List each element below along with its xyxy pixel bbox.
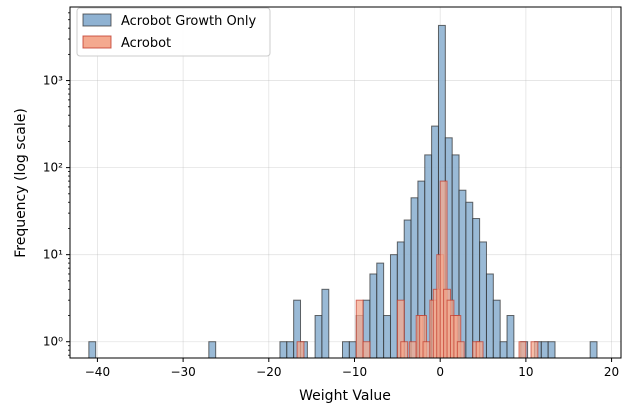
bar-growth-only bbox=[499, 341, 508, 359]
bar-growth-only bbox=[547, 341, 556, 359]
bar-growth-only bbox=[540, 341, 549, 359]
bar-growth-only bbox=[314, 315, 323, 359]
y-tick-label: 10¹ bbox=[43, 248, 63, 262]
legend-box bbox=[76, 7, 271, 57]
bar-growth-only bbox=[342, 341, 350, 359]
bar-acrobot bbox=[362, 341, 371, 359]
x-tick-label: −20 bbox=[256, 365, 281, 379]
x-tick-label: 10 bbox=[518, 365, 533, 379]
y-tick-label: 10² bbox=[43, 161, 63, 175]
bar-growth-only bbox=[88, 341, 97, 359]
bar-acrobot bbox=[475, 341, 484, 359]
legend-label-growth: Acrobot Growth Only bbox=[121, 14, 257, 29]
bar-growth-only bbox=[208, 341, 217, 359]
y-tick-label: 10³ bbox=[43, 74, 63, 88]
plot-area bbox=[70, 7, 621, 358]
bar-growth-only bbox=[479, 241, 487, 359]
bar-growth-only bbox=[321, 288, 330, 359]
bars-group bbox=[88, 24, 598, 359]
bar-growth-only bbox=[286, 341, 295, 359]
bar-acrobot bbox=[530, 341, 539, 359]
bar-growth-only bbox=[485, 273, 494, 359]
x-tick-label: −30 bbox=[170, 365, 195, 379]
bar-growth-only bbox=[383, 315, 391, 359]
x-axis-label: Weight Value bbox=[299, 388, 391, 404]
bar-growth-only bbox=[403, 219, 412, 359]
bar-growth-only bbox=[472, 218, 481, 359]
y-axis-label: Frequency (log scale) bbox=[13, 108, 29, 258]
bar-acrobot bbox=[408, 341, 417, 359]
y-tick-label: 10⁰ bbox=[43, 335, 63, 349]
bar-growth-only bbox=[589, 341, 598, 359]
bar-growth-only bbox=[506, 315, 515, 359]
bar-growth-only bbox=[369, 273, 378, 359]
bar-growth-only bbox=[492, 299, 501, 359]
x-axis: −40 −30 −20 −10 0 10 20 bbox=[85, 358, 619, 379]
bar-acrobot bbox=[296, 341, 305, 359]
legend: Acrobot Growth Only Acrobot bbox=[76, 7, 271, 57]
x-tick-label: 20 bbox=[604, 365, 619, 379]
bar-growth-only bbox=[348, 341, 357, 359]
y-axis: 10⁰ 10¹ 10² 10³ bbox=[43, 12, 70, 356]
bar-growth-only bbox=[279, 341, 288, 359]
x-tick-label: −10 bbox=[342, 365, 367, 379]
bar-acrobot bbox=[422, 341, 431, 359]
bar-growth-only bbox=[389, 254, 398, 359]
bar-growth-only bbox=[376, 262, 385, 359]
x-tick-label: −40 bbox=[85, 365, 110, 379]
bar-growth-only bbox=[465, 201, 474, 359]
legend-swatch-growth bbox=[82, 13, 112, 27]
plot-frame bbox=[69, 6, 622, 359]
x-tick-label: 0 bbox=[436, 365, 444, 379]
bar-acrobot bbox=[355, 299, 364, 359]
bar-acrobot bbox=[400, 341, 409, 359]
legend-label-acrobot: Acrobot bbox=[121, 36, 171, 51]
bar-acrobot bbox=[518, 341, 527, 359]
bar-acrobot bbox=[456, 341, 465, 359]
legend-swatch-acrobot bbox=[82, 35, 112, 49]
